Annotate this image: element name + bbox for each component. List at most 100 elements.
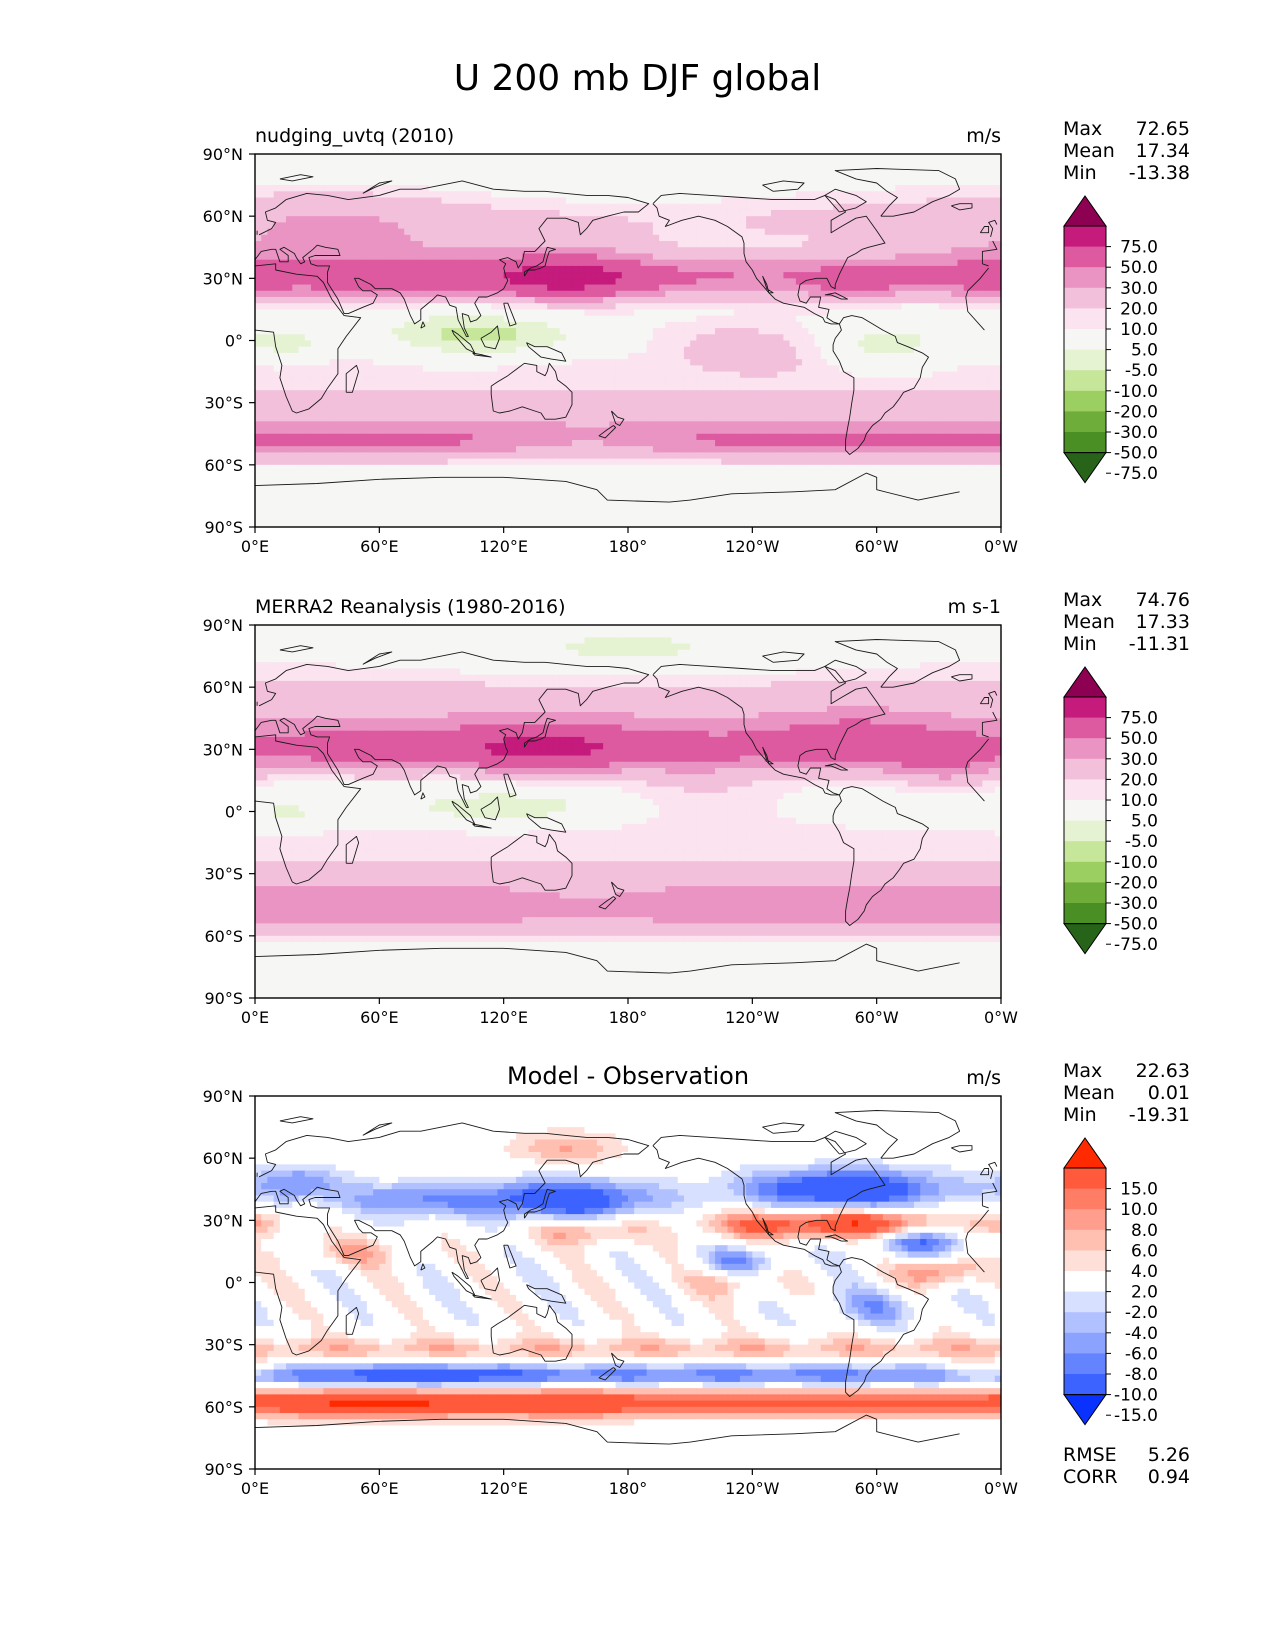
field-cell [870,396,878,404]
field-cell [553,334,561,342]
field-cell [802,309,809,317]
field-cell [553,340,561,348]
field-cell [715,247,722,255]
field-cell [895,203,903,211]
field-cell [708,340,716,348]
field-cell [373,340,380,348]
field-cell [895,384,903,391]
field-cell [770,328,778,335]
field-cell [926,384,934,391]
field-cell [578,222,586,230]
field-cell [497,377,505,385]
field-cell [969,315,977,323]
field-cell [839,234,847,242]
field-cell [584,315,592,323]
field-cell [497,197,505,205]
field-cell [255,172,262,180]
field-cell [335,328,343,335]
field-cell [503,352,511,360]
field-cell [298,296,306,304]
field-cell [286,191,293,199]
field-cell [802,178,809,186]
field-cell [764,154,772,161]
field-cell [901,197,909,205]
field-cell [460,340,467,348]
field-cell [820,172,828,180]
field-cell [435,315,443,323]
field-cell [858,390,865,398]
field-cell [963,328,971,335]
field-cell [858,315,865,323]
field-cell [845,241,853,248]
map-model [255,154,1001,527]
field-cell [864,265,872,273]
field-cell [447,334,455,342]
field-cell [715,154,722,161]
field-cell [547,334,554,342]
field-cell [422,203,430,211]
field-cell [317,209,324,217]
field-cell [447,247,455,255]
field-cell [938,284,946,292]
field-cell [628,272,635,279]
field-cell [261,197,269,205]
field-cell [472,334,480,342]
field-cell [354,303,362,311]
field-cell [708,359,716,366]
field-cell [391,278,399,286]
field-cell [255,328,262,335]
field-cell [416,284,424,292]
field-cell [858,296,865,304]
field-cell [683,303,691,311]
field-cell [534,247,542,255]
field-cell [329,284,337,292]
field-cell [497,321,505,329]
field-cell [534,309,542,317]
field-cell [833,166,840,174]
field-cell [273,296,281,304]
field-cell [279,166,287,174]
field-cell [938,178,946,186]
field-cell [920,284,927,292]
field-cell [858,160,865,168]
field-cell [534,359,542,366]
field-cell [665,321,673,329]
field-cell [895,334,903,342]
field-cell [957,309,965,317]
field-cell [596,402,604,410]
field-cell [261,340,269,348]
field-cell [839,321,847,329]
field-cell [976,346,983,354]
field-cell [739,296,747,304]
field-cell [547,216,554,223]
field-cell [870,185,878,192]
field-cell [665,384,673,391]
field-cell [721,328,729,335]
field-cell [715,359,722,366]
field-cell [833,390,840,398]
field-cell [534,203,542,211]
field-cell [677,334,685,342]
field-cell [932,396,940,404]
field-cell [267,402,275,410]
field-cell [646,346,654,354]
field-cell [267,216,275,223]
field-cell [385,377,393,385]
field-cell [540,408,548,416]
field-cell [603,384,610,391]
field-cell [342,247,349,255]
field-cell [864,172,872,180]
field-cell [317,234,324,242]
field-cell [646,371,654,379]
field-cell [789,241,797,248]
field-cell [478,365,486,373]
field-cell [976,247,983,255]
field-cell [789,296,797,304]
field-cell [522,384,530,391]
field-cell [509,334,517,342]
field-cell [696,222,704,230]
field-cell [702,203,710,211]
field-cell [410,228,418,236]
field-cell [410,396,418,404]
field-cell [310,222,318,230]
